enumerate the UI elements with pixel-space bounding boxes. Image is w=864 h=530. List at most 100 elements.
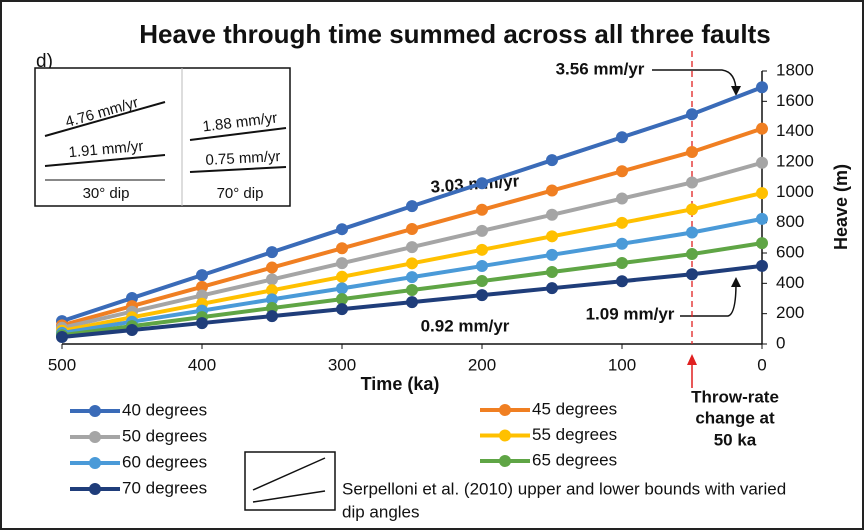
data-point [196, 269, 208, 282]
data-point [266, 284, 278, 297]
data-point [616, 257, 628, 270]
data-point [756, 156, 768, 169]
bounds-legend-line [252, 457, 326, 491]
data-point [756, 259, 768, 272]
data-point [476, 243, 488, 256]
legend-label: 50 degrees [122, 426, 207, 445]
inset-label: 0.75 mm/yr [205, 148, 281, 169]
y-axis-label: Heave (m) [831, 164, 851, 250]
x-tick-label: 400 [188, 355, 216, 374]
legend-marker [499, 455, 511, 467]
x-tick-label: 200 [468, 355, 496, 374]
data-point [336, 270, 348, 283]
data-point [476, 203, 488, 216]
data-point [476, 275, 488, 288]
annotation: 50 ka [714, 430, 757, 449]
x-axis-label: Time (ka) [361, 374, 440, 394]
data-point [686, 203, 698, 216]
inset-label: 70° dip [217, 185, 264, 202]
data-point [756, 122, 768, 135]
chart-title: Heave through time summed across all thr… [139, 19, 770, 49]
data-point [686, 176, 698, 189]
data-point [616, 192, 628, 205]
inset-line [189, 127, 287, 141]
data-point [546, 208, 558, 221]
legend-label: 45 degrees [532, 399, 617, 418]
data-point [336, 242, 348, 255]
data-point [546, 230, 558, 243]
legend-marker [89, 483, 101, 495]
annotation: 0.92 mm/yr [421, 316, 510, 335]
data-point [616, 275, 628, 288]
data-point [196, 317, 208, 330]
data-point [406, 257, 418, 270]
data-point [336, 282, 348, 295]
data-point [406, 296, 418, 309]
data-point [266, 261, 278, 274]
inset-label: 1.91 mm/yr [68, 138, 144, 161]
data-point [266, 273, 278, 286]
data-point [476, 177, 488, 190]
y-tick-label: 1800 [776, 60, 814, 79]
legend-label: 60 degrees [122, 452, 207, 471]
data-point [476, 224, 488, 237]
arrow-head [687, 354, 697, 365]
data-point [336, 293, 348, 306]
legend-label: 65 degrees [532, 450, 617, 469]
y-tick-label: 1200 [776, 151, 814, 170]
legend-marker [89, 405, 101, 417]
legend-marker [89, 457, 101, 469]
legend-marker [499, 404, 511, 416]
y-tick-label: 200 [776, 303, 804, 322]
bounds-legend-text: Serpelloni et al. (2010) upper and lower… [342, 479, 786, 498]
data-point [196, 289, 208, 302]
data-point [126, 324, 138, 337]
data-point [476, 260, 488, 273]
data-point [686, 248, 698, 261]
data-point [756, 187, 768, 200]
inset-line [189, 166, 287, 173]
y-tick-label: 1600 [776, 91, 814, 110]
x-tick-label: 500 [48, 355, 76, 374]
data-point [756, 237, 768, 250]
annotation: 1.09 mm/yr [586, 304, 675, 323]
arrow-head [731, 86, 741, 96]
x-tick-label: 0 [757, 355, 766, 374]
data-point [546, 248, 558, 261]
y-tick-label: 600 [776, 242, 804, 261]
bounds-legend-line [252, 490, 326, 503]
x-tick-label: 100 [608, 355, 636, 374]
y-tick-label: 1000 [776, 182, 814, 201]
data-point [336, 303, 348, 316]
data-point [406, 271, 418, 284]
arrow-head [731, 277, 741, 287]
inset-box [34, 67, 291, 207]
data-point [476, 289, 488, 302]
inset-line [44, 101, 166, 137]
inset: 4.76 mm/yr 1.91 mm/yr 30° dip 1.88 mm/yr… [34, 67, 291, 207]
data-point [686, 108, 698, 121]
data-point [406, 200, 418, 213]
data-point [336, 223, 348, 236]
data-point [616, 131, 628, 144]
data-point [616, 216, 628, 229]
annotation: change at [695, 408, 775, 427]
data-point [616, 165, 628, 178]
annotation-arrow [680, 282, 737, 317]
bounds-legend-text: dip angles [342, 502, 420, 521]
data-point [406, 284, 418, 297]
data-point [266, 293, 278, 306]
y-tick-label: 1400 [776, 121, 814, 140]
data-point [406, 241, 418, 254]
inset-line [44, 154, 166, 167]
data-point [546, 154, 558, 167]
panel-label: d) [36, 51, 53, 72]
data-point [756, 212, 768, 225]
data-point [616, 237, 628, 250]
legend-marker [499, 429, 511, 442]
legend-label: 70 degrees [122, 478, 207, 497]
data-point [546, 265, 558, 278]
y-tick-label: 400 [776, 273, 804, 292]
annotation: Throw-rate [691, 387, 779, 406]
data-point [56, 331, 68, 344]
